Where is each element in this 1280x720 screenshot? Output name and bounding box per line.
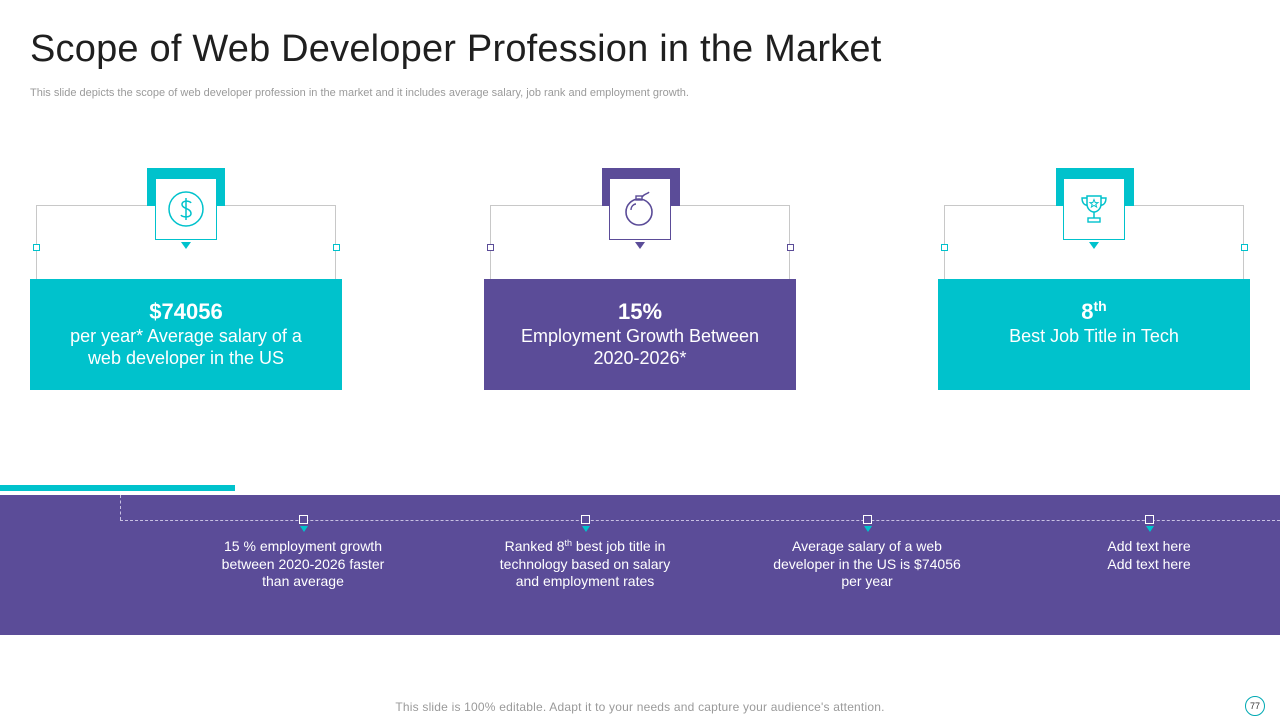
bomb-icon (609, 178, 671, 240)
timeline-connector (120, 495, 121, 520)
timeline-text: Average salary of a web developer in the… (773, 538, 961, 589)
pointer-icon (299, 526, 308, 532)
timeline-node (581, 515, 590, 524)
pointer-icon (181, 242, 191, 249)
slide-subtitle: This slide depicts the scope of web deve… (30, 87, 689, 99)
page-number: 77 (1245, 696, 1265, 716)
bracket-node (787, 244, 794, 251)
bracket-node (333, 244, 340, 251)
timeline-text: Add text here Add text here (1107, 538, 1191, 572)
accent-bar (0, 485, 235, 491)
pointer-icon (863, 526, 872, 532)
pointer-icon (581, 526, 590, 532)
bracket-node (33, 244, 40, 251)
pointer-icon (1089, 242, 1099, 249)
timeline-text: Ranked 8th best job title in technology … (499, 538, 671, 589)
timeline-node (863, 515, 872, 524)
bracket-node (487, 244, 494, 251)
timeline-node (1145, 515, 1154, 524)
pointer-icon (635, 242, 645, 249)
salary-card: $74056 per year* Average salary of a web… (30, 279, 342, 390)
slide-title: Scope of Web Developer Profession in the… (30, 28, 882, 70)
card-value: $74056 (149, 299, 223, 324)
card-description: Employment Growth Between 2020-2026* (520, 326, 760, 368)
card-description: per year* Average salary of a web develo… (70, 326, 302, 368)
bracket-node (1241, 244, 1248, 251)
trophy-icon (1063, 178, 1125, 240)
card-description: Best Job Title in Tech (1009, 326, 1179, 346)
timeline-node (299, 515, 308, 524)
dollar-icon (155, 178, 217, 240)
card-value: 8th (1081, 298, 1107, 324)
pointer-icon (1145, 526, 1154, 532)
timeline-line (120, 520, 1280, 521)
timeline-band (0, 495, 1280, 635)
timeline-text: 15 % employment growth between 2020-2026… (221, 538, 385, 589)
footer-note: This slide is 100% editable. Adapt it to… (395, 700, 885, 714)
card-value: 15% (617, 299, 663, 324)
bracket-node (941, 244, 948, 251)
growth-card: 15% Employment Growth Between 2020-2026* (484, 279, 796, 390)
rank-card: 8th Best Job Title in Tech (938, 279, 1250, 390)
